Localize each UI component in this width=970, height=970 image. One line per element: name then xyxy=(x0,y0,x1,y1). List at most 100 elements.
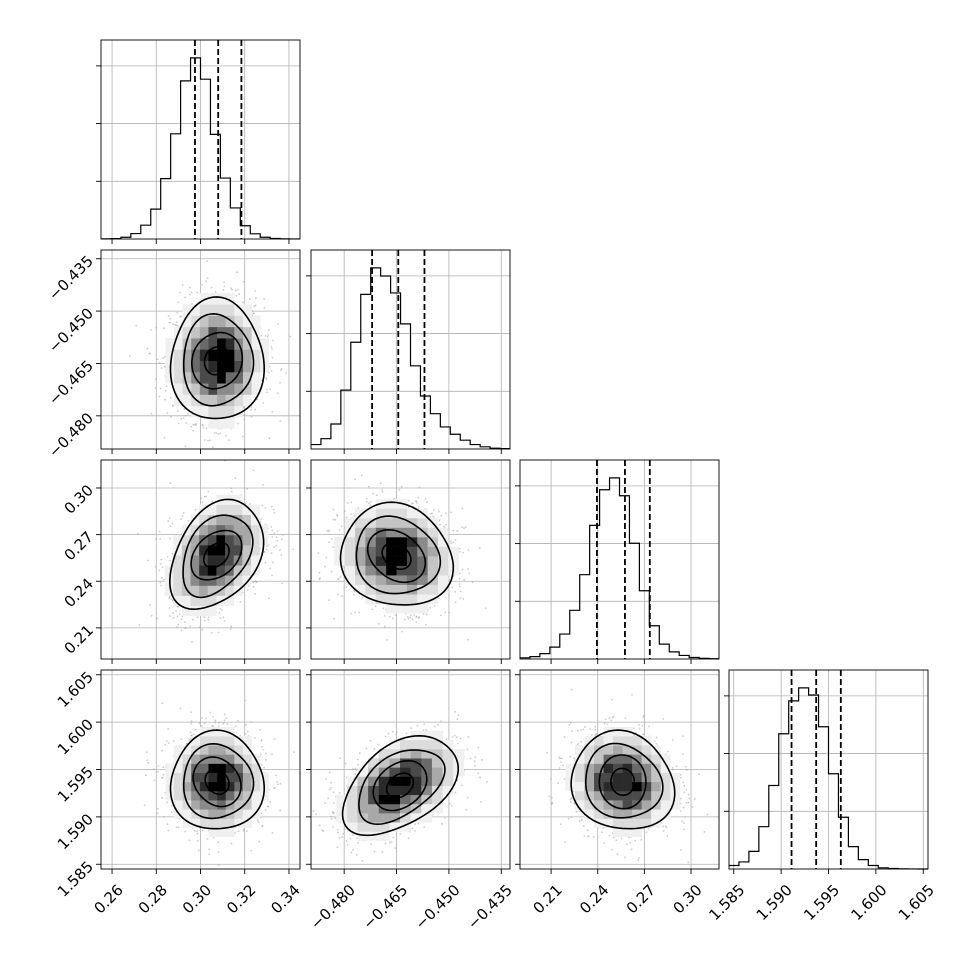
scatter-point xyxy=(679,810,682,812)
scatter-point xyxy=(271,410,274,413)
scatter-point xyxy=(210,631,213,634)
scatter-point xyxy=(183,621,186,624)
scatter-point xyxy=(172,617,175,619)
y-tick-label: 0.21 xyxy=(61,621,97,657)
scatter-point xyxy=(365,500,368,503)
scatter-point xyxy=(246,487,249,490)
scatter-point xyxy=(203,482,205,484)
scatter-point xyxy=(167,520,170,522)
scatter-point xyxy=(248,298,251,301)
scatter-point xyxy=(206,837,209,840)
scatter-point xyxy=(450,542,453,545)
scatter-point xyxy=(328,599,331,602)
scatter-point xyxy=(175,610,178,612)
histogram-panel-3 xyxy=(515,459,720,664)
scatter-point xyxy=(256,819,259,821)
scatter-point xyxy=(444,816,446,819)
scatter-point xyxy=(642,715,645,717)
density-cell xyxy=(417,575,428,585)
scatter-point xyxy=(167,829,170,832)
scatter-point xyxy=(207,618,210,621)
scatter-point xyxy=(615,839,618,842)
x-tick-label: 1.605 xyxy=(895,881,938,924)
scatter-point xyxy=(196,616,199,619)
scatter-point xyxy=(448,803,451,805)
density-cell xyxy=(386,537,397,547)
density-cell xyxy=(182,763,192,773)
scatter-point xyxy=(703,831,706,833)
scatter-point xyxy=(214,721,217,724)
scatter-point xyxy=(383,615,386,617)
scatter-point xyxy=(608,717,611,720)
scatter-point xyxy=(603,722,606,725)
density-cell xyxy=(442,785,454,796)
x-tick-label: 0.27 xyxy=(623,881,659,917)
density-cell xyxy=(448,546,460,557)
scatter-point xyxy=(411,827,414,830)
scatter-point xyxy=(450,804,453,807)
scatter-point xyxy=(329,815,332,818)
scatter-point xyxy=(170,415,172,418)
density-cell xyxy=(199,315,209,328)
scatter-point xyxy=(136,532,139,535)
scatter-point xyxy=(457,714,460,717)
contour-line xyxy=(372,759,428,812)
density-cell xyxy=(431,739,443,750)
scatter-point xyxy=(201,716,203,719)
scatter-point xyxy=(398,488,401,491)
scatter-point xyxy=(332,518,335,521)
density-cell xyxy=(207,585,217,596)
scatter-point xyxy=(246,589,249,591)
density-cell xyxy=(431,758,443,768)
scatter-point xyxy=(558,767,561,769)
scatter-point xyxy=(275,544,278,547)
scatter-point xyxy=(161,797,164,799)
density-cell xyxy=(217,394,227,407)
scatter-point xyxy=(250,721,252,723)
x-tick-label: −0.480 xyxy=(307,881,359,933)
density-cell xyxy=(199,405,209,418)
density-cell xyxy=(584,772,595,783)
density-cell xyxy=(242,555,252,566)
scatter-point xyxy=(437,723,439,726)
density-cell xyxy=(207,545,217,556)
scatter-point xyxy=(196,832,199,835)
density-cell xyxy=(208,360,218,373)
density-cell xyxy=(431,803,443,814)
scatter-point xyxy=(375,494,378,497)
density-cell xyxy=(208,315,218,328)
density-cell xyxy=(182,800,192,810)
y-tick-label: 0.24 xyxy=(61,575,97,611)
density-cell xyxy=(216,534,226,546)
y-tick-label: 1.590 xyxy=(54,810,97,853)
scatter-point xyxy=(578,820,581,823)
scatter-point xyxy=(197,839,199,842)
scatter-point xyxy=(352,849,355,852)
density-cell xyxy=(216,565,226,576)
density-cell xyxy=(199,565,209,576)
density-cell xyxy=(217,292,227,305)
scatter-point xyxy=(169,525,172,528)
scatter-point xyxy=(417,822,420,825)
scatter-point xyxy=(328,788,331,791)
scatter-point xyxy=(425,623,427,626)
scatter-point xyxy=(388,615,391,618)
density-cell xyxy=(260,338,270,350)
scatter-point xyxy=(170,804,173,807)
density-cell xyxy=(421,749,433,759)
scatter-point xyxy=(169,482,172,485)
density-cell xyxy=(181,575,191,586)
scatter-point xyxy=(448,611,450,614)
scatter-point xyxy=(183,408,186,411)
density-cell xyxy=(234,781,244,792)
density-cell xyxy=(225,754,235,764)
density-cell xyxy=(242,736,252,746)
density-cell xyxy=(427,565,439,576)
scatter-point xyxy=(645,831,648,834)
scatter-point xyxy=(445,523,447,526)
density-cell xyxy=(336,803,348,814)
scatter-point xyxy=(590,734,593,736)
scatter-point xyxy=(261,504,264,507)
density-cell xyxy=(632,800,642,810)
density-cell xyxy=(225,772,235,783)
